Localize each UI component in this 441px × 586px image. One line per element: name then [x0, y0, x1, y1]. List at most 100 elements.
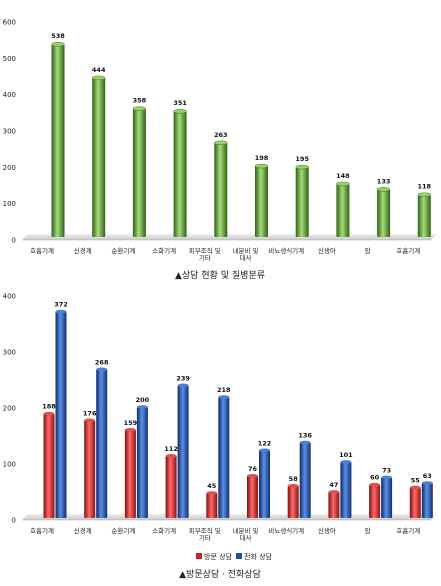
chart1-bar-cap-7 — [336, 181, 350, 187]
chart2-bar-phone-5 — [259, 450, 270, 518]
legend-label-phone: 전화 상담 — [244, 552, 273, 561]
chart2-data-label-visit-5: 76 — [248, 465, 258, 473]
chart1-xtick-4: 피부조직 및 기타 — [189, 246, 221, 262]
chart2-data-label-phone-0: 372 — [54, 301, 68, 309]
chart2-caption: ▲방문상담 · 전화상담 — [179, 568, 261, 580]
chart2-bar-cap-visit-4 — [206, 491, 218, 495]
chart2-legend: 방문 상담 전화 상담 — [196, 552, 273, 561]
chart2-bar-cap-phone-5 — [259, 448, 270, 453]
chart1-bar-9 — [417, 194, 431, 237]
chart1-xtick-5: 내분비 및 대사 — [233, 246, 259, 262]
chart2-bar-cap-visit-3 — [165, 454, 177, 458]
chart1-data-label-1: 444 — [92, 66, 106, 74]
chart2-bar-visit-2 — [124, 429, 136, 518]
chart2-bar-phone-8 — [381, 477, 393, 518]
chart2-data-label-phone-6: 136 — [298, 432, 312, 440]
chart2-bar-cap-phone-2 — [136, 405, 148, 409]
chart2-bar-visit-1 — [84, 420, 96, 518]
chart2-data-label-visit-8: 60 — [370, 474, 380, 482]
chart2-xtick-7: 신생아 — [318, 526, 336, 535]
chart1-xtick-3: 소화기계 — [152, 246, 176, 255]
chart1-ytick-4: 400 — [3, 91, 16, 99]
chart1-bar-cap-9 — [417, 192, 431, 197]
chart2-ytick-3: 300 — [3, 349, 16, 357]
chart1-ytick-2: 200 — [3, 164, 16, 172]
chart1-data-label-8: 133 — [377, 177, 391, 185]
chart2-bar-cap-visit-5 — [247, 474, 258, 478]
chart2-bar-visit-8 — [369, 484, 381, 518]
chart2-data-label-phone-7: 101 — [339, 451, 353, 459]
chart2-bar-cap-visit-6 — [287, 484, 299, 488]
chart2-bar-visit-9 — [409, 487, 421, 518]
chart2-bar-cap-phone-6 — [299, 440, 311, 445]
chart1-xtick-9: 호흡기계 — [396, 246, 420, 255]
chart1-data-label-4: 263 — [214, 131, 228, 139]
chart2-bar-visit-4 — [206, 493, 218, 518]
chart1-data-label-0: 538 — [51, 32, 65, 40]
chart2-data-label-phone-3: 239 — [176, 374, 190, 382]
chart2-bar-phone-4 — [218, 397, 230, 518]
chart2-bar-cap-visit-2 — [124, 427, 136, 432]
chart2-data-label-visit-3: 112 — [164, 445, 178, 453]
chart2-data-label-visit-7: 47 — [329, 481, 338, 489]
chart1-bar-cap-2 — [132, 106, 147, 111]
chart2-bar-phone-6 — [299, 442, 311, 518]
chart2-bar-visit-0 — [43, 413, 55, 518]
chart2-xtick-6: 비뇨생식기계 — [268, 526, 304, 535]
chart1-ytick-3: 300 — [3, 128, 16, 136]
chart2-bar-cap-phone-0 — [55, 309, 67, 314]
legend-swatch-visit — [196, 553, 202, 559]
chart2-bar-visit-3 — [165, 455, 177, 518]
chart1-bar-cap-4 — [214, 140, 228, 145]
chart-visit-vs-phone: 0 100 200 300 400 188 176 159 112 45 76 58 47 60 55 37… — [3, 293, 437, 580]
chart2-data-label-phone-8: 73 — [382, 466, 391, 474]
chart1-data-label-7: 148 — [336, 172, 350, 180]
chart2-bar-cap-visit-1 — [84, 418, 96, 423]
chart1-data-label-5: 198 — [255, 154, 269, 162]
chart2-data-label-phone-4: 218 — [217, 386, 231, 394]
chart2-data-label-phone-5: 122 — [258, 439, 272, 447]
chart2-bar-cap-phone-9 — [421, 481, 433, 485]
legend-label-visit: 방문 상담 — [204, 552, 233, 561]
chart2-data-label-phone-9: 63 — [423, 472, 432, 480]
chart2-xtick-2: 순환기계 — [111, 526, 135, 535]
chart2-bar-phone-9 — [421, 483, 433, 518]
chart2-bar-cap-phone-3 — [177, 383, 189, 388]
legend-swatch-phone — [236, 553, 242, 559]
chart1-ytick-1: 100 — [3, 200, 16, 208]
chart1-data-label-3: 351 — [173, 99, 187, 107]
chart1-bar-5 — [255, 166, 268, 237]
chart1-bar-3 — [173, 111, 187, 237]
chart2-bar-cap-phone-1 — [96, 367, 108, 372]
chart1-bar-cap-3 — [173, 109, 187, 114]
chart1-bar-1 — [92, 77, 106, 238]
chart2-bar-visit-6 — [287, 485, 299, 518]
chart1-data-label-6: 195 — [295, 155, 309, 163]
chart1-bar-4 — [214, 142, 228, 237]
chart2-data-label-visit-2: 159 — [124, 419, 138, 427]
chart2-bar-phone-3 — [177, 385, 189, 518]
chart1-bar-8 — [377, 189, 391, 237]
chart1-caption: ▲상담 현황 및 질병분류 — [175, 269, 265, 281]
chart2-ytick-2: 200 — [3, 405, 16, 413]
chart1-bar-cap-8 — [376, 187, 391, 192]
chart2-data-label-phone-2: 200 — [136, 396, 150, 404]
chart1-ytick-0: 0 — [12, 237, 16, 245]
chart2-ytick-1: 100 — [3, 461, 16, 469]
chart2-bar-cap-visit-7 — [328, 490, 340, 494]
chart2-xtick-9: 호흡기계 — [396, 526, 420, 535]
chart1-bar-cap-5 — [254, 163, 269, 169]
chart2-xtick-4: 피부조직 및 기타 — [189, 526, 221, 542]
chart2-bar-phone-0 — [55, 311, 67, 518]
chart1-floor — [22, 234, 437, 240]
chart2-xtick-3: 소화기계 — [152, 526, 176, 535]
chart2-data-label-phone-1: 268 — [95, 358, 109, 366]
chart2-data-label-visit-0: 188 — [42, 403, 56, 411]
chart2-bar-visit-5 — [247, 475, 258, 518]
chart1-xtick-1: 신경계 — [74, 246, 92, 255]
chart1-ytick-6: 600 — [3, 19, 16, 27]
chart2-data-label-visit-6: 58 — [289, 475, 299, 483]
chart2-bar-cap-phone-8 — [381, 475, 393, 480]
chart2-bar-cap-phone-7 — [340, 460, 352, 464]
